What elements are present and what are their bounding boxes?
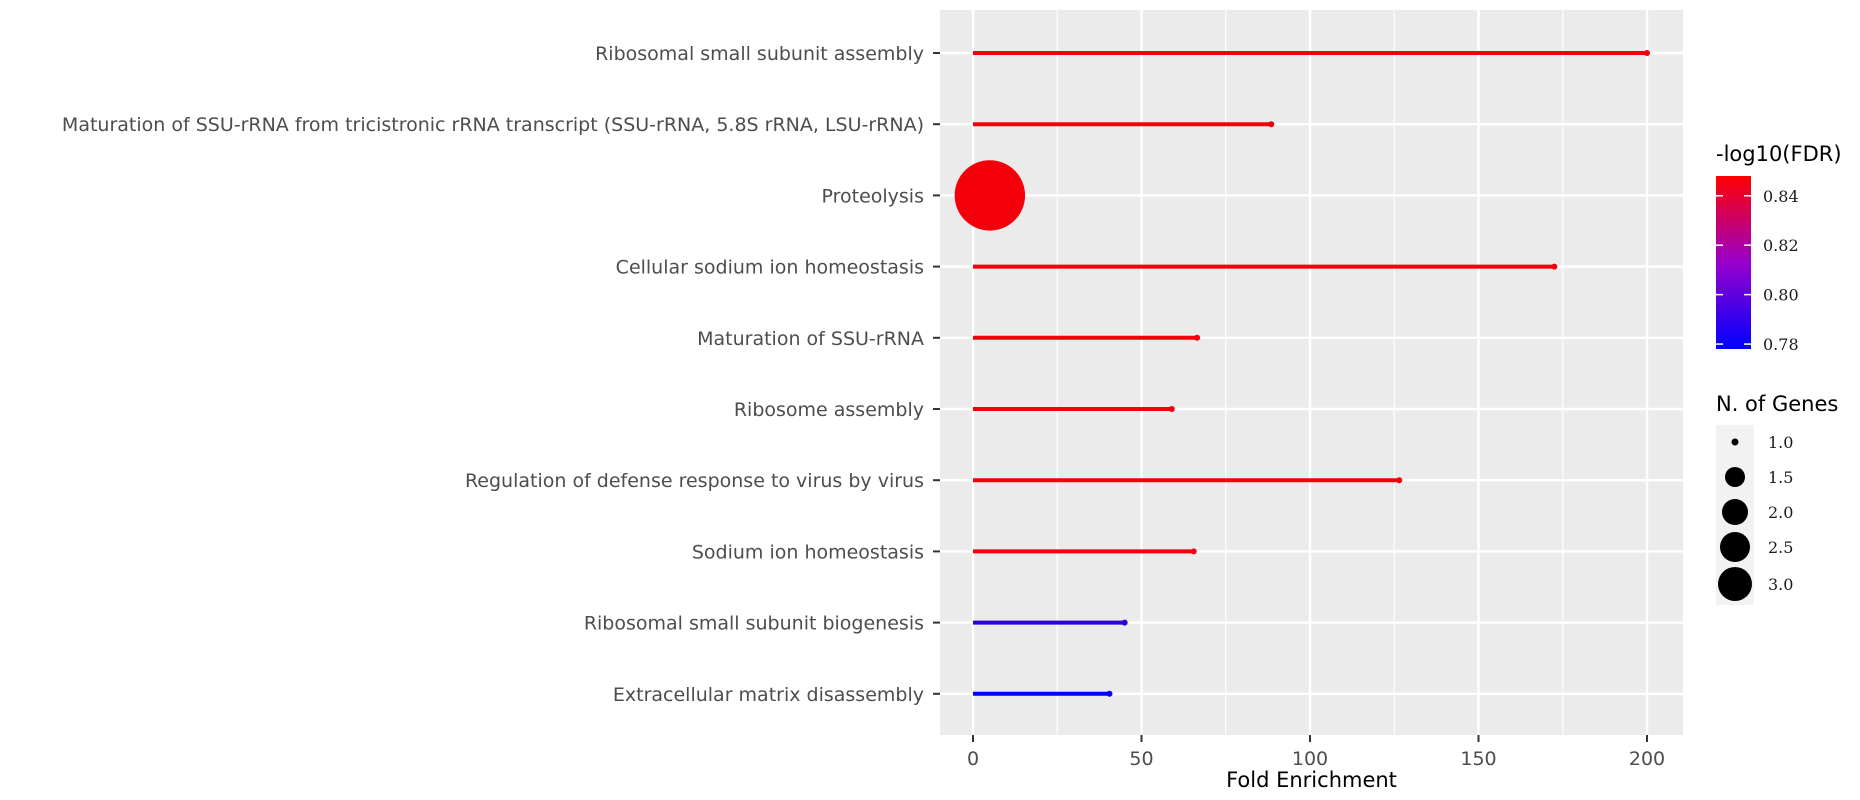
category-label: Ribosomal small subunit biogenesis [584,613,924,635]
lollipop-point [1106,690,1113,697]
lollipop-point [1268,121,1275,128]
size-legend-label: 3.0 [1768,575,1793,594]
color-legend-label: 0.84 [1763,187,1799,206]
x-axis-title: Fold Enrichment [1226,768,1397,792]
category-label: Ribosomal small subunit assembly [595,43,924,65]
x-tick-label: 200 [1629,748,1665,770]
size-legend-dot [1720,532,1750,562]
plot-panel [940,10,1683,735]
category-label: Maturation of SSU-rRNA from tricistronic… [62,114,924,136]
x-tick-label: 100 [1292,748,1328,770]
size-legend-label: 2.0 [1768,503,1793,522]
size-legend-dot [1725,467,1745,487]
size-legend-label: 2.5 [1768,538,1793,557]
lollipop-point [1551,263,1558,270]
size-legend-dot [1731,438,1739,446]
lollipop-point [1168,406,1175,412]
category-label: Extracellular matrix disassembly [613,684,924,706]
x-tick-label: 150 [1460,748,1496,770]
category-label: Proteolysis [821,185,924,207]
color-legend-bar [1716,176,1751,349]
category-label: Regulation of defense response to virus … [465,470,924,492]
category-label: Cellular sodium ion homeostasis [616,257,924,279]
category-label: Maturation of SSU-rRNA [697,328,924,350]
x-tick-label: 50 [1129,748,1153,770]
lollipop-point [954,160,1026,231]
size-legend-dot [1718,567,1752,601]
lollipop-point [1644,50,1650,56]
category-label: Sodium ion homeostasis [692,541,924,563]
lollipop-point [1396,477,1403,484]
lollipop-point [1190,548,1197,555]
size-legend-label: 1.5 [1768,468,1793,487]
color-legend-label: 0.82 [1763,236,1799,255]
x-tick-label: 0 [967,748,979,770]
size-legend-title: N. of Genes [1716,392,1838,416]
color-legend-label: 0.78 [1763,335,1799,354]
lollipop-point [1121,619,1128,626]
color-legend-title: -log10(FDR) [1716,142,1842,166]
lollipop-point [1194,334,1201,341]
color-legend-label: 0.80 [1763,286,1799,305]
size-legend-label: 1.0 [1768,433,1793,452]
category-label: Ribosome assembly [734,399,924,421]
size-legend-dot [1722,499,1748,525]
